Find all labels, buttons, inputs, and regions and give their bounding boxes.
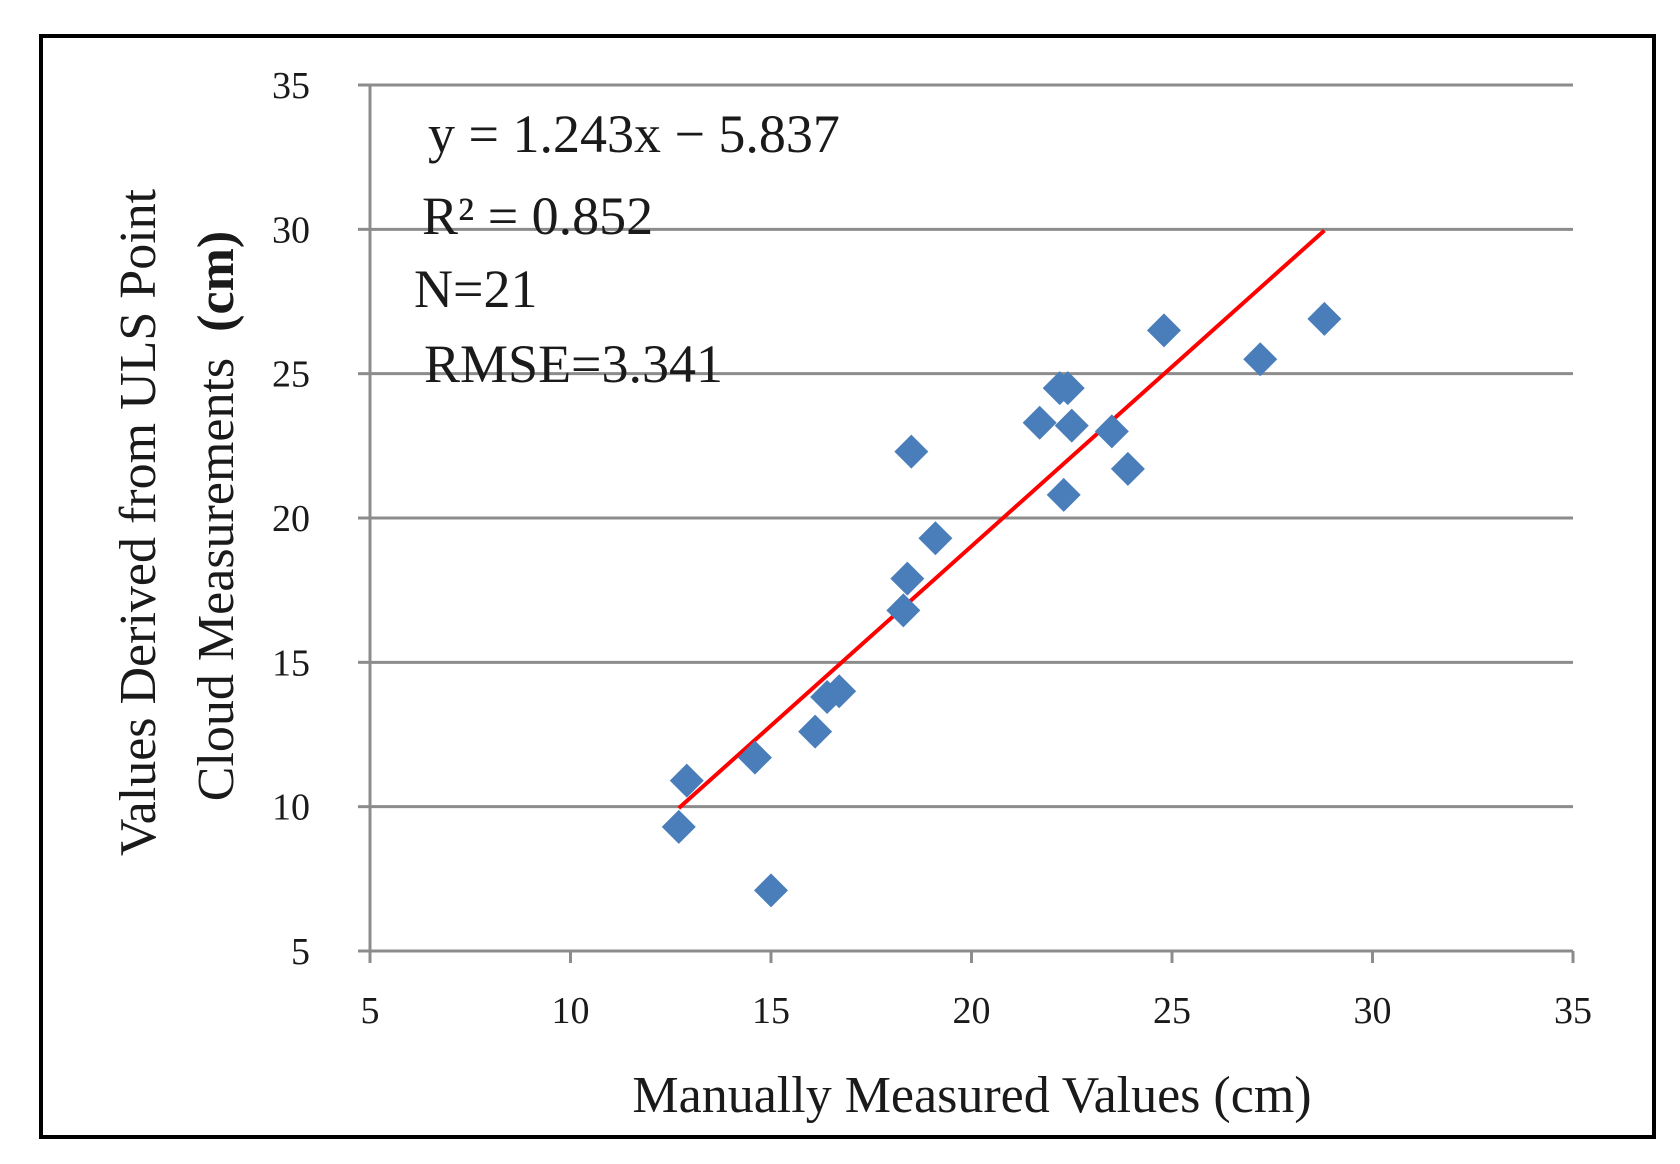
data-point-2 [669,763,704,798]
rmse-annotation: RMSE=3.341 [424,334,723,394]
x-tick-label: 20 [953,990,991,1032]
equation-annotation: y = 1.243x − 5.837 [428,104,840,164]
data-point-8 [886,593,921,628]
data-point-5 [798,714,833,749]
trendline [677,228,1326,810]
y-tick-label: 25 [272,354,310,396]
gridlines [370,83,1573,809]
y-axis-title-line1: Values Derived from ULS Point [110,188,167,856]
y-axis-title-line2: Cloud Measurements [188,332,245,801]
data-point-1 [661,809,696,844]
y-ticks: 5 10 15 20 25 30 35 [272,65,370,973]
data-point-16 [1054,408,1089,443]
data-point-21 [1307,301,1342,336]
r-squared-annotation: R² = 0.852 [422,186,653,246]
chart-frame [39,34,1656,1139]
data-point-17 [1094,414,1129,449]
x-tick-label: 25 [1153,990,1191,1032]
data-point-12 [1022,405,1057,440]
y-axis-title: Values Derived from ULS Point Cloud Meas… [110,176,245,856]
y-tick-label: 10 [272,787,310,829]
y-axis-unit: (cm) [188,231,245,332]
x-ticks: 5 10 15 20 25 30 35 [361,951,1592,1032]
data-point-3 [737,740,772,775]
data-point-20 [1243,342,1278,377]
y-tick-label: 15 [272,642,310,684]
data-point-15 [1046,477,1081,512]
data-point-4 [754,873,788,908]
y-tick-label: 20 [272,498,310,540]
data-point-7 [822,674,857,709]
y-tick-label: 5 [291,931,310,973]
n-annotation: N=21 [414,259,537,319]
data-point-19 [1146,313,1181,348]
data-point-9 [890,561,925,596]
data-points [661,301,1342,908]
y-tick-label: 35 [272,65,310,107]
x-tick-label: 5 [361,990,380,1032]
x-tick-label: 35 [1554,990,1592,1032]
x-tick-label: 30 [1354,990,1392,1032]
y-tick-label: 30 [272,209,310,251]
data-point-14 [1050,371,1085,406]
x-tick-label: 10 [552,990,590,1032]
x-tick-label: 15 [752,990,790,1032]
annotations: y = 1.243x − 5.837 R² = 0.852 N=21 RMSE=… [414,104,840,394]
data-point-18 [1110,451,1145,486]
x-axis-title: Manually Measured Values (cm) [632,1067,1311,1124]
data-point-10 [894,434,929,469]
data-point-11 [918,521,953,556]
